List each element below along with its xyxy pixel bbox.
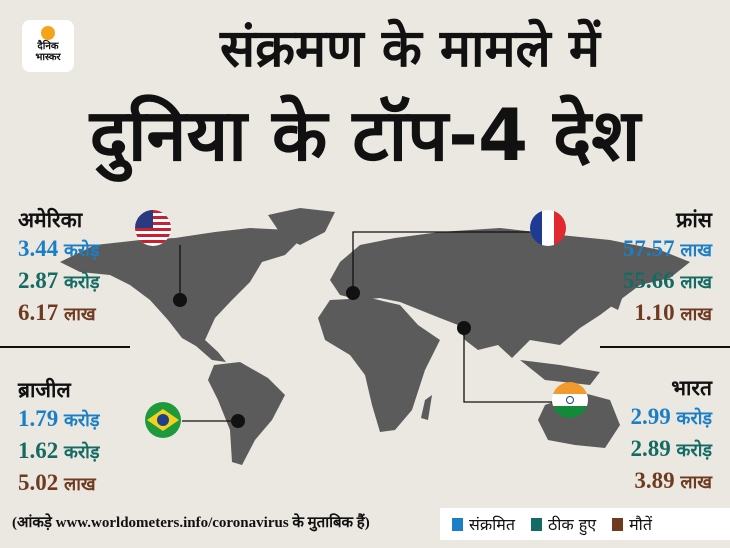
- usa-marker: [173, 293, 187, 307]
- country-india: भारत 2.99 करोड़ 2.89 करोड़ 3.89 लाख: [631, 374, 712, 498]
- title-line-2: दुनिया के टॉप-4 देश: [89, 93, 641, 177]
- europe-asia: [330, 228, 690, 358]
- logo-text-1: दैनिक: [37, 41, 59, 52]
- infected-value: 3.44 करोड़: [18, 236, 100, 261]
- india-leader-line: [463, 328, 552, 403]
- dainik-bhaskar-logo: दैनिक भास्कर: [22, 20, 74, 72]
- india-marker: [457, 321, 471, 335]
- deaths-value: 5.02 लाख: [18, 470, 96, 495]
- country-france: फ्रांस 57.57 लाख 55.66 लाख 1.10 लाख: [623, 206, 712, 330]
- infected-value: 57.57 लाख: [622, 236, 712, 261]
- legend: संक्रमित ठीक हुए मौतें: [440, 508, 730, 540]
- legend-recovered: ठीक हुए: [530, 513, 596, 535]
- france-leader-line: [352, 231, 530, 293]
- greenland: [268, 208, 335, 245]
- deaths-value: 6.17 लाख: [18, 300, 96, 325]
- country-brazil: ब्राजील 1.79 करोड़ 1.62 करोड़ 5.02 लाख: [18, 376, 99, 500]
- france-marker: [346, 286, 360, 300]
- japan: [608, 282, 625, 310]
- legend-deaths: मौतें: [612, 513, 652, 535]
- country-name: भारत: [671, 376, 712, 400]
- brazil-flag: [145, 402, 181, 438]
- africa: [318, 298, 440, 432]
- south-america: [208, 362, 285, 465]
- recovered-value: 55.66 लाख: [622, 268, 712, 293]
- country-name: ब्राजील: [18, 378, 71, 402]
- sun-icon: [41, 26, 55, 40]
- brazil-marker: [231, 414, 245, 428]
- country-usa: अमेरिका 3.44 करोड़ 2.87 करोड़ 6.17 लाख: [18, 206, 99, 330]
- title-line-1: संक्रमण के मामले में: [219, 19, 601, 79]
- recovered-value: 1.62 करोड़: [18, 438, 100, 463]
- legend-infected: संक्रमित: [452, 513, 515, 535]
- india-flag: [552, 382, 588, 418]
- deaths-swatch: [612, 518, 624, 531]
- infected-swatch: [452, 518, 463, 531]
- recovered-swatch: [530, 518, 542, 531]
- infected-value: 2.99 करोड़: [630, 404, 712, 429]
- country-name: अमेरिका: [18, 208, 83, 232]
- deaths-value: 3.89 लाख: [634, 468, 712, 493]
- recovered-value: 2.87 करोड़: [18, 268, 100, 293]
- recovered-value: 2.89 करोड़: [630, 436, 712, 461]
- deaths-value: 1.10 लाख: [634, 300, 712, 325]
- usa-flag: [135, 210, 171, 246]
- source-note: (आंकड़े www.worldometers.info/coronaviru…: [12, 515, 370, 531]
- southeast-asia: [520, 360, 600, 385]
- infected-value: 1.79 करोड़: [18, 406, 100, 431]
- country-name: फ्रांस: [676, 208, 712, 232]
- madagascar: [421, 395, 432, 420]
- france-flag: [530, 210, 566, 246]
- logo-text-2: भास्कर: [35, 52, 61, 63]
